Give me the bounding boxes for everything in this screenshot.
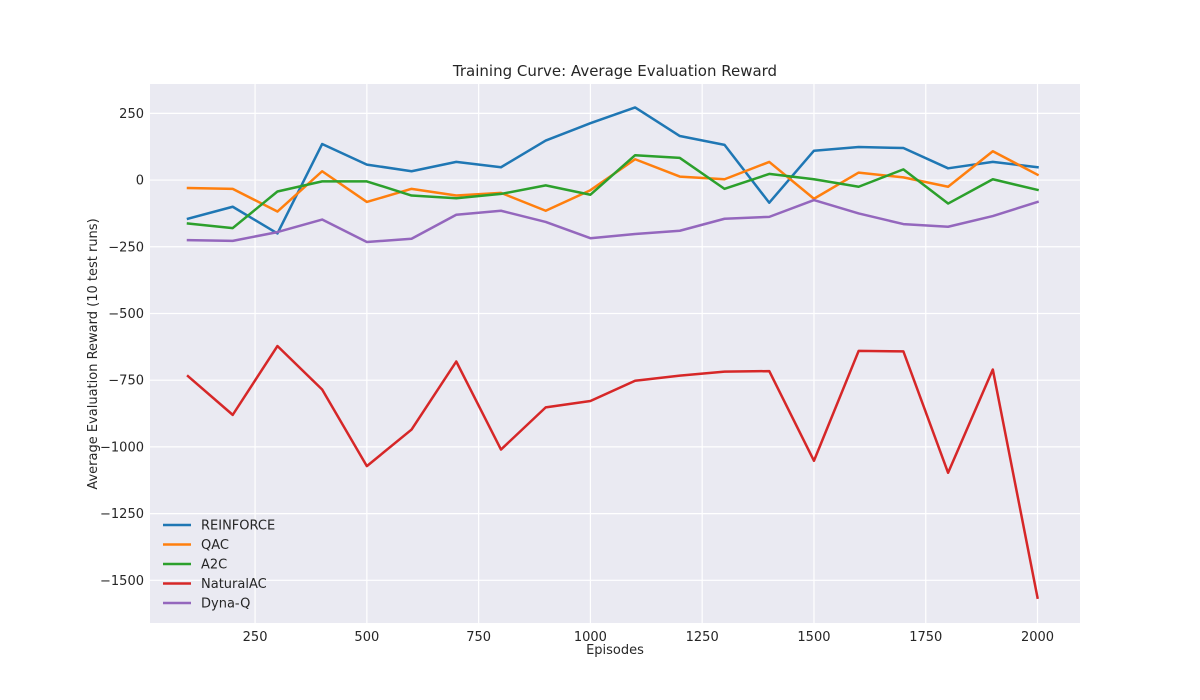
legend-label-reinforce: REINFORCE bbox=[201, 519, 275, 534]
legend-label-naturalac: NaturalAC bbox=[201, 577, 267, 592]
series-line-reinforce bbox=[186, 106, 1039, 235]
y-tick-label: −500 bbox=[108, 307, 144, 322]
legend-label-dyna-q: Dyna-Q bbox=[201, 597, 250, 612]
x-tick-label: 1750 bbox=[909, 630, 942, 645]
x-tick-label: 2000 bbox=[1021, 630, 1054, 645]
legend-label-qac: QAC bbox=[201, 538, 229, 553]
legend-label-a2c: A2C bbox=[201, 558, 227, 573]
y-axis-ticks: 250 0 −250 −500 −750 −1000 −1250 −1500 bbox=[100, 107, 144, 589]
x-tick-label: 1250 bbox=[686, 630, 719, 645]
y-tick-label: 250 bbox=[119, 107, 144, 122]
chart-title: Training Curve: Average Evaluation Rewar… bbox=[452, 62, 777, 80]
legend: REINFORCE QAC A2C NaturalAC Dyna-Q bbox=[163, 519, 275, 612]
x-axis-label: Episodes bbox=[586, 643, 644, 658]
series-line-dyna-q bbox=[186, 198, 1040, 244]
x-axis-ticks: 250 500 750 1000 1250 1500 1750 2000 bbox=[243, 630, 1054, 645]
y-tick-label: −750 bbox=[108, 374, 144, 389]
series-line-naturalac bbox=[186, 344, 1039, 600]
x-tick-label: 1500 bbox=[797, 630, 830, 645]
y-tick-label: −1500 bbox=[100, 574, 144, 589]
x-tick-label: 250 bbox=[243, 630, 268, 645]
y-tick-label: −1000 bbox=[100, 440, 144, 455]
y-tick-label: −1250 bbox=[100, 507, 144, 522]
y-tick-label: 0 bbox=[136, 174, 144, 189]
series-line-a2c bbox=[186, 153, 1040, 230]
x-tick-label: 500 bbox=[354, 630, 379, 645]
y-tick-label: −250 bbox=[108, 240, 144, 255]
y-axis-label: Average Evaluation Reward (10 test runs) bbox=[86, 218, 101, 489]
x-tick-label: 1000 bbox=[574, 630, 607, 645]
x-tick-label: 750 bbox=[466, 630, 491, 645]
series-lines bbox=[186, 106, 1040, 600]
